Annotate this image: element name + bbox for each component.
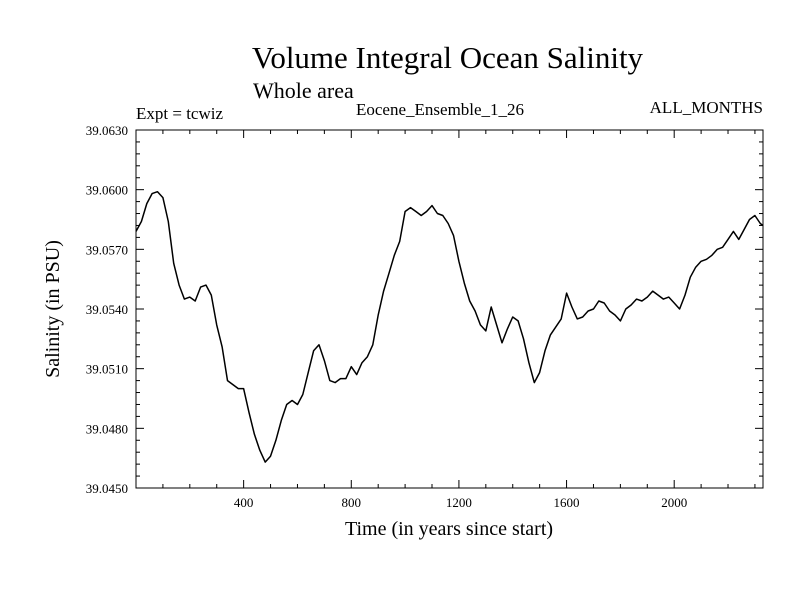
salinity-series-line bbox=[135, 190, 764, 463]
y-tick-label: 39.0450 bbox=[86, 481, 128, 496]
x-tick-label: 1600 bbox=[554, 495, 580, 510]
y-axis-label: Salinity (in PSU) bbox=[42, 240, 64, 378]
chart-subtitle: Whole area bbox=[253, 78, 354, 103]
x-tick-label: 1200 bbox=[446, 495, 472, 510]
y-tick-label: 39.0570 bbox=[86, 242, 128, 257]
plot-frame bbox=[135, 129, 764, 489]
x-tick-label: 800 bbox=[342, 495, 362, 510]
x-tick-label: 2000 bbox=[661, 495, 687, 510]
tick-labels: 400 800 1200 1600 2000 39.0450 39.0480 39.0510 3… bbox=[86, 123, 687, 510]
months-label: ALL_MONTHS bbox=[649, 98, 763, 117]
y-tick-label: 39.0540 bbox=[86, 302, 128, 317]
y-tick-label: 39.0480 bbox=[86, 421, 128, 436]
x-tick-label: 400 bbox=[234, 495, 254, 510]
y-tick-label: 39.0510 bbox=[86, 362, 128, 377]
experiment-label: Expt = tcwiz bbox=[136, 104, 224, 123]
run-label: Eocene_Ensemble_1_26 bbox=[356, 100, 525, 119]
axis-ticks bbox=[136, 129, 763, 489]
y-tick-label: 39.0630 bbox=[86, 123, 128, 138]
x-axis-label: Time (in years since start) bbox=[345, 518, 553, 540]
chart-title: Volume Integral Ocean Salinity bbox=[251, 40, 644, 75]
y-tick-label: 39.0600 bbox=[86, 183, 128, 198]
